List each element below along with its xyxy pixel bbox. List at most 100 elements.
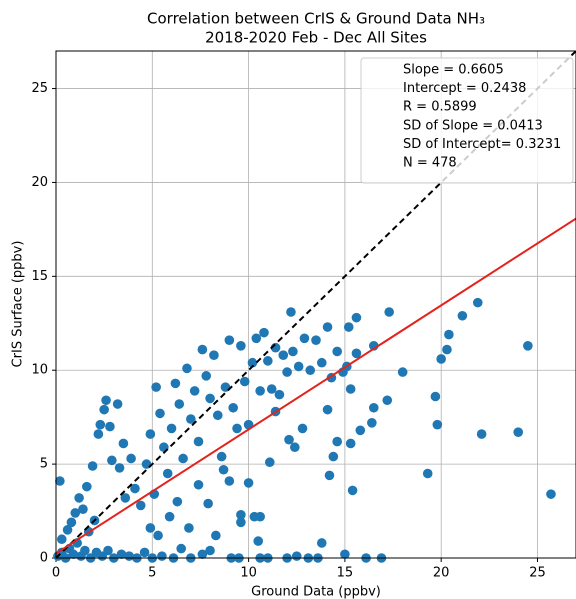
point: [174, 399, 185, 409]
point: [236, 510, 246, 520]
point: [264, 457, 275, 468]
point: [422, 468, 433, 479]
point: [62, 525, 73, 535]
point: [282, 367, 292, 377]
point: [293, 361, 304, 372]
point: [80, 545, 90, 556]
point: [184, 523, 194, 533]
point: [101, 395, 111, 406]
point: [328, 451, 339, 462]
point: [56, 534, 67, 545]
annotation: Slope = 0.6605: [403, 63, 504, 78]
point: [232, 423, 242, 434]
point: [201, 371, 212, 381]
point: [299, 333, 310, 344]
point: [205, 545, 215, 556]
point: [82, 481, 92, 492]
point: [288, 346, 298, 357]
point: [384, 307, 394, 317]
point: [178, 453, 188, 464]
point: [99, 404, 109, 415]
chart-title: Correlation between CrIS & Ground Data N…: [147, 10, 485, 28]
point: [170, 378, 181, 389]
point: [444, 329, 454, 340]
point: [351, 312, 362, 323]
y-tick-label: 20: [31, 175, 48, 190]
point: [209, 350, 219, 361]
annotation: N = 478: [403, 156, 457, 171]
point: [457, 310, 468, 321]
point: [259, 327, 269, 338]
point: [476, 429, 487, 439]
x-tick-label: 20: [433, 566, 450, 581]
point: [316, 538, 327, 548]
point: [224, 335, 235, 345]
y-tick-label: 0: [40, 551, 48, 566]
point: [436, 354, 446, 364]
point: [322, 404, 333, 415]
point: [197, 344, 208, 355]
point: [367, 418, 377, 428]
point: [93, 429, 104, 439]
point: [253, 536, 264, 546]
point: [166, 423, 177, 434]
point: [211, 530, 221, 541]
point: [193, 479, 204, 490]
point: [322, 322, 333, 332]
point: [291, 551, 302, 561]
point: [236, 341, 246, 351]
annotation: R = 0.5899: [403, 100, 477, 115]
point: [218, 464, 229, 475]
point: [224, 476, 235, 486]
point: [120, 493, 131, 503]
point: [135, 500, 146, 511]
point: [68, 549, 79, 560]
point: [430, 391, 441, 402]
point: [263, 356, 273, 366]
point: [305, 365, 316, 376]
point: [513, 427, 524, 437]
point: [523, 341, 533, 351]
point: [55, 476, 65, 486]
point: [172, 496, 183, 507]
plot-frame: [55, 50, 576, 559]
point: [203, 498, 213, 509]
point: [249, 511, 260, 522]
point: [284, 434, 294, 445]
point: [130, 483, 140, 494]
point: [266, 384, 277, 394]
point: [78, 504, 88, 514]
point: [153, 530, 163, 541]
annotation: SD of Intercept= 0.3231: [403, 137, 561, 152]
y-tick-label: 5: [40, 457, 48, 472]
point: [216, 451, 227, 462]
x-tick-label: 15: [337, 566, 354, 581]
point: [107, 455, 117, 466]
annotation: Intercept = 0.2438: [403, 81, 526, 96]
point: [397, 367, 408, 377]
point: [274, 389, 285, 400]
point: [112, 399, 123, 409]
point: [162, 468, 173, 479]
point: [255, 386, 265, 396]
point: [351, 348, 362, 359]
point: [151, 382, 161, 392]
point: [236, 517, 246, 528]
point: [66, 517, 77, 528]
point: [124, 551, 134, 561]
point: [247, 357, 258, 368]
point: [157, 551, 167, 561]
point: [368, 402, 379, 413]
x-axis-label: Ground Data (ppbv): [251, 585, 381, 599]
point: [324, 470, 335, 481]
annotation: SD of Slope = 0.0413: [403, 118, 543, 133]
point: [182, 363, 192, 374]
point: [145, 523, 156, 533]
point: [343, 322, 354, 332]
point: [228, 402, 238, 413]
point: [345, 438, 356, 449]
point: [197, 549, 208, 560]
chart-subtitle: 2018-2020 Feb - Dec All Sites: [205, 29, 427, 47]
point: [278, 350, 289, 361]
